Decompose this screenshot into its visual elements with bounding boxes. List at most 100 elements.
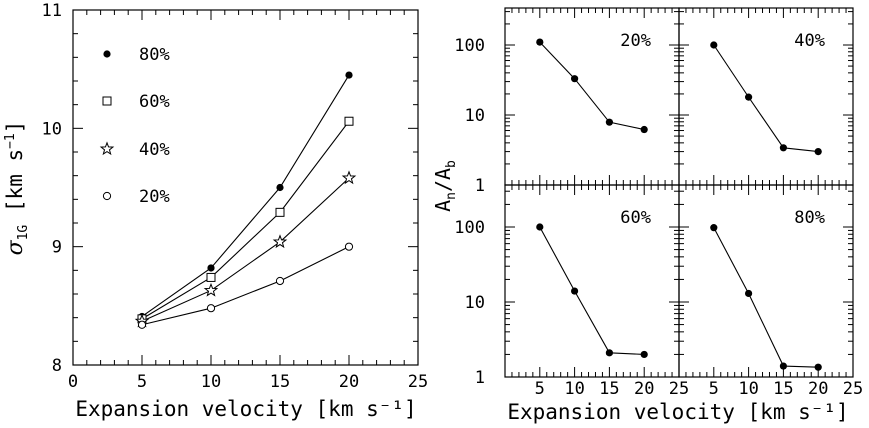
panel-40pct: 40%	[678, 7, 854, 186]
panel-label: 60%	[620, 208, 651, 228]
series-line	[713, 44, 819, 153]
data-point	[779, 144, 788, 152]
x-tick-label: 5	[709, 379, 719, 399]
data-point	[344, 116, 354, 126]
series-line	[713, 227, 819, 368]
data-point	[745, 93, 753, 101]
series-80pct	[138, 71, 353, 321]
panel-label: 80%	[794, 208, 825, 228]
legend-marker	[103, 50, 111, 58]
legend-marker	[102, 96, 112, 106]
data-point	[710, 224, 718, 232]
legend-label: 20%	[139, 187, 170, 207]
right-panels: 20% 40% 60% 80%	[504, 7, 854, 378]
panel-frame	[504, 7, 680, 186]
legend-label: 60%	[139, 92, 170, 112]
data-point	[206, 304, 216, 313]
right-y-axis-title: An/Ab	[431, 160, 459, 212]
data-point	[640, 350, 648, 359]
data-point	[640, 125, 648, 134]
data-point	[276, 183, 284, 192]
panel-label: 40%	[794, 31, 825, 51]
x-tick-label: 0	[68, 372, 78, 392]
right-x-tick-labels: 5 10 15 20 25 5 10 15 20 25	[535, 379, 864, 399]
right-chart: 20% 40%60% 80% 5 10 15 20 25 5 10 15 20 25 11010011…	[431, 7, 864, 424]
y-tick-label: 1	[475, 368, 485, 388]
series-line	[141, 246, 350, 326]
x-tick-label: 10	[564, 379, 584, 399]
panel-frame	[678, 184, 854, 378]
series-line	[141, 120, 350, 320]
panel-frame	[504, 184, 680, 378]
data-point	[272, 234, 288, 249]
left-x-axis-title: Expansion velocity [km s⁻¹]	[75, 397, 416, 421]
data-point	[536, 38, 544, 46]
left-y-tick-labels: 8 9 10 11	[42, 1, 62, 376]
panel-80pct: 80%	[678, 184, 854, 378]
data-point	[345, 71, 353, 79]
series-line	[141, 74, 350, 317]
data-point	[779, 362, 788, 370]
left-y-axis-title: σ1G [km s−1]	[3, 121, 31, 256]
x-tick-label: 15	[270, 372, 290, 392]
series-line	[539, 41, 645, 131]
data-point	[207, 264, 215, 272]
x-tick-label: 10	[201, 372, 221, 392]
y-tick-label: 8	[52, 356, 62, 376]
legend-marker	[102, 191, 112, 201]
left-ticks	[72, 9, 419, 366]
right-y-tick-labels: 1 10 100 1 10 100	[454, 36, 485, 388]
x-tick-label: 5	[137, 372, 147, 392]
y-tick-label: 11	[42, 1, 62, 21]
left-plot-frame	[72, 9, 419, 366]
series-60pct	[137, 116, 354, 324]
x-tick-label: 20	[634, 379, 654, 399]
data-point	[341, 170, 357, 185]
panel-20pct: 20%	[504, 7, 680, 186]
data-point	[275, 276, 285, 286]
series-line	[539, 226, 645, 355]
series-line	[141, 177, 350, 322]
data-point	[814, 363, 822, 371]
legend-label: 80%	[139, 45, 170, 65]
data-point	[605, 349, 614, 357]
x-tick-label: 25	[669, 379, 689, 399]
data-point	[137, 320, 147, 329]
x-tick-label: 25	[843, 379, 863, 399]
x-tick-label: 15	[773, 379, 793, 399]
left-x-tick-labels: 0 5 10 15 20 25	[68, 372, 428, 392]
data-point	[605, 118, 614, 126]
series-20pct	[137, 242, 354, 329]
data-point	[571, 287, 579, 295]
panel-label: 20%	[620, 31, 651, 51]
series-40pct	[134, 170, 357, 328]
y-tick-label: 10	[465, 293, 485, 313]
legend-label: 40%	[139, 140, 170, 160]
x-tick-label: 20	[339, 372, 359, 392]
data-point	[344, 242, 354, 251]
data-point	[710, 41, 718, 49]
data-point	[814, 148, 822, 156]
left-legend: 80% 60% 40% 20%	[99, 45, 170, 207]
y-tick-label: 100	[454, 218, 485, 238]
data-point	[203, 282, 219, 297]
data-point	[745, 289, 753, 298]
data-point	[206, 272, 216, 282]
y-tick-label: 10	[42, 119, 62, 139]
x-tick-label: 20	[808, 379, 828, 399]
x-tick-label: 25	[408, 372, 428, 392]
y-tick-label: 10	[465, 106, 485, 126]
data-point	[571, 75, 579, 83]
y-tick-label: 100	[454, 36, 485, 56]
panel-60pct: 60%	[504, 184, 680, 378]
y-tick-label: 1	[475, 176, 485, 196]
x-tick-label: 10	[738, 379, 758, 399]
data-point	[536, 223, 544, 231]
left-series	[134, 71, 357, 329]
x-tick-label: 15	[599, 379, 619, 399]
data-point	[275, 207, 285, 217]
legend-marker	[99, 141, 115, 156]
panel-frame	[678, 7, 854, 186]
left-chart: 0 5 10 15 20 25 8 9 10 11 80% 60% 40% 20% Expansion…	[3, 1, 428, 421]
